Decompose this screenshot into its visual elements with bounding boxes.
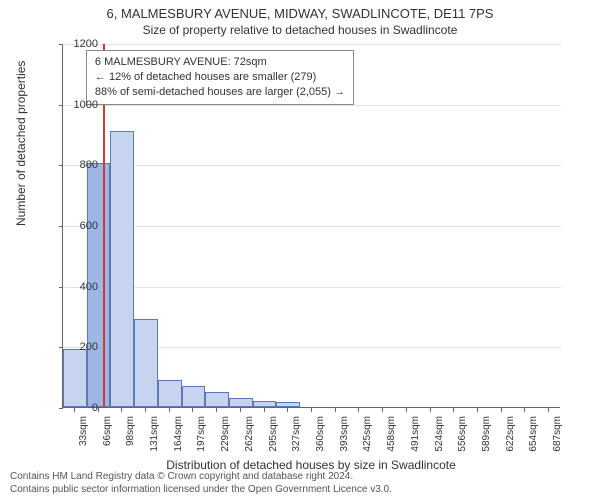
infobox-line: ← 12% of detached houses are smaller (27… <box>95 70 345 85</box>
y-axis-label: Number of detached properties <box>14 61 28 226</box>
x-tick-mark <box>477 408 478 412</box>
x-tick-label: 66sqm <box>102 416 113 446</box>
x-tick-mark <box>548 408 549 412</box>
x-tick-label: 589sqm <box>481 416 492 452</box>
gridline-h <box>63 287 561 288</box>
x-tick-label: 262sqm <box>244 416 255 452</box>
y-tick-mark <box>59 44 63 45</box>
x-tick-label: 131sqm <box>149 416 160 452</box>
x-tick-mark <box>311 408 312 412</box>
y-tick-mark <box>59 226 63 227</box>
page-title-line2: Size of property relative to detached ho… <box>0 21 600 37</box>
y-tick-label: 1000 <box>74 99 98 111</box>
gridline-h <box>63 165 561 166</box>
x-tick-label: 360sqm <box>315 416 326 452</box>
infobox-line: 88% of semi-detached houses are larger (… <box>95 85 345 100</box>
y-tick-label: 1200 <box>74 38 98 50</box>
x-tick-label: 556sqm <box>457 416 468 452</box>
x-tick-label: 295sqm <box>268 416 279 452</box>
gridline-h <box>63 44 561 45</box>
histogram-bar <box>205 392 228 407</box>
x-tick-label: 33sqm <box>78 416 89 446</box>
x-tick-mark <box>524 408 525 412</box>
y-tick-label: 400 <box>80 281 98 293</box>
y-tick-label: 0 <box>92 402 98 414</box>
x-tick-mark <box>335 408 336 412</box>
x-tick-mark <box>382 408 383 412</box>
x-tick-label: 197sqm <box>196 416 207 452</box>
footer-line-1: Contains HM Land Registry data © Crown c… <box>10 470 392 483</box>
y-tick-label: 800 <box>80 159 98 171</box>
gridline-h <box>63 226 561 227</box>
x-tick-label: 654sqm <box>528 416 539 452</box>
histogram-bar <box>63 349 86 407</box>
x-tick-label: 622sqm <box>505 416 516 452</box>
x-tick-mark <box>240 408 241 412</box>
property-info-box: 6 MALMESBURY AVENUE: 72sqm← 12% of detac… <box>86 50 354 105</box>
infobox-line: 6 MALMESBURY AVENUE: 72sqm <box>95 55 345 70</box>
y-tick-mark <box>59 408 63 409</box>
attribution-footer: Contains HM Land Registry data © Crown c… <box>10 470 392 496</box>
gridline-h <box>63 105 561 106</box>
x-tick-mark <box>216 408 217 412</box>
x-tick-mark <box>501 408 502 412</box>
y-tick-mark <box>59 105 63 106</box>
x-tick-mark <box>453 408 454 412</box>
x-tick-mark <box>430 408 431 412</box>
histogram-bar <box>134 319 157 407</box>
y-tick-mark <box>59 347 63 348</box>
y-tick-label: 600 <box>80 220 98 232</box>
x-tick-label: 327sqm <box>291 416 302 452</box>
histogram-bar <box>158 380 181 407</box>
page-title-line1: 6, MALMESBURY AVENUE, MIDWAY, SWADLINCOT… <box>0 0 600 21</box>
histogram-bar <box>276 402 299 407</box>
x-tick-mark <box>287 408 288 412</box>
x-tick-mark <box>169 408 170 412</box>
histogram-bar <box>110 131 133 407</box>
footer-line-2: Contains public sector information licen… <box>10 483 392 496</box>
y-tick-mark <box>59 165 63 166</box>
histogram-bar <box>253 401 276 407</box>
x-tick-label: 393sqm <box>339 416 350 452</box>
x-tick-label: 491sqm <box>410 416 421 452</box>
x-tick-label: 687sqm <box>552 416 563 452</box>
x-tick-mark <box>358 408 359 412</box>
x-tick-mark <box>406 408 407 412</box>
x-tick-label: 524sqm <box>434 416 445 452</box>
histogram-chart: Number of detached properties Distributi… <box>62 44 560 408</box>
x-tick-mark <box>264 408 265 412</box>
histogram-bar <box>182 386 205 407</box>
y-tick-mark <box>59 287 63 288</box>
histogram-bar <box>229 398 252 407</box>
x-tick-label: 164sqm <box>173 416 184 452</box>
x-tick-label: 425sqm <box>362 416 373 452</box>
x-tick-label: 98sqm <box>125 416 136 446</box>
x-tick-label: 458sqm <box>386 416 397 452</box>
x-tick-label: 229sqm <box>220 416 231 452</box>
y-tick-label: 200 <box>80 341 98 353</box>
x-tick-mark <box>145 408 146 412</box>
x-tick-mark <box>74 408 75 412</box>
x-tick-mark <box>121 408 122 412</box>
x-tick-mark <box>192 408 193 412</box>
